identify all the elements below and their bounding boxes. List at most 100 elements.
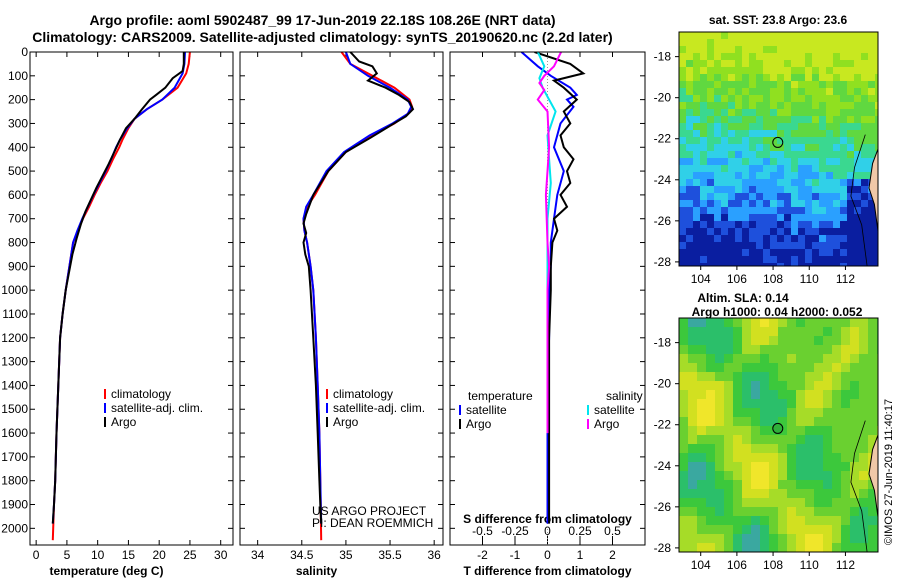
x-tick-label: -1	[510, 548, 521, 562]
map-cell	[697, 507, 706, 516]
map-cell	[686, 123, 693, 130]
map-cell	[784, 116, 791, 123]
map-cell	[812, 221, 819, 228]
map-cell	[819, 67, 826, 74]
x-tick-label: 15	[122, 548, 136, 562]
map-cell	[700, 207, 707, 214]
map-cell	[679, 88, 686, 95]
map-cell	[805, 81, 812, 88]
map-cell	[756, 46, 763, 53]
map-cell	[784, 151, 791, 158]
map-cell	[706, 408, 715, 417]
map-cell	[686, 214, 693, 221]
map-cell	[826, 151, 833, 158]
map-cell	[707, 60, 714, 67]
map-cell	[850, 534, 859, 543]
map-cell	[714, 95, 721, 102]
map-cell	[742, 453, 751, 462]
map-cell	[707, 172, 714, 179]
map-cell	[688, 534, 697, 543]
map-frame	[678, 317, 879, 553]
map-cell	[733, 525, 742, 534]
map-cell	[742, 95, 749, 102]
map-cell	[819, 249, 826, 256]
map-cell	[787, 525, 796, 534]
map-cell	[728, 165, 735, 172]
map-cell	[693, 102, 700, 109]
map-cell	[735, 67, 742, 74]
map-cell	[770, 165, 777, 172]
map-cell	[700, 172, 707, 179]
map-cell	[847, 179, 854, 186]
map-cell	[840, 74, 847, 81]
map-cell	[770, 32, 777, 39]
map-cell	[868, 242, 875, 249]
map-cell	[721, 214, 728, 221]
map-cell	[693, 116, 700, 123]
map-cell	[715, 498, 724, 507]
map-cell	[700, 39, 707, 46]
map-cell	[751, 453, 760, 462]
map-cell	[756, 263, 763, 266]
map-cell	[735, 200, 742, 207]
map-cell	[875, 88, 878, 95]
map-cell	[854, 53, 861, 60]
map-cell	[728, 130, 735, 137]
legend-title-temperature: temperature	[468, 389, 533, 403]
y-tick-label: 1700	[1, 450, 28, 464]
map-cell	[707, 263, 714, 266]
map-cell	[742, 207, 749, 214]
map-cell	[770, 228, 777, 235]
map-cell	[787, 543, 796, 552]
map-cell	[735, 242, 742, 249]
map-cell	[724, 354, 733, 363]
map-cell	[823, 480, 832, 489]
map-cell	[798, 67, 805, 74]
map-cell	[756, 60, 763, 67]
top-tick-label: -0.5	[472, 524, 493, 538]
map-cell	[693, 158, 700, 165]
map-cell	[850, 444, 859, 453]
map-cell	[742, 534, 751, 543]
map-cell	[826, 235, 833, 242]
map-cell	[706, 525, 715, 534]
map-cell	[832, 498, 841, 507]
map-cell	[706, 417, 715, 426]
map-cell	[812, 214, 819, 221]
map-cell	[756, 130, 763, 137]
map-cell	[798, 39, 805, 46]
map-cell	[777, 172, 784, 179]
map-cell	[854, 88, 861, 95]
map-cell	[826, 74, 833, 81]
map-cell	[742, 435, 751, 444]
map-cell	[679, 516, 688, 525]
map-cell	[721, 263, 728, 266]
map-cell	[840, 235, 847, 242]
map-cell	[847, 144, 854, 151]
map-cell	[833, 144, 840, 151]
map-cell	[875, 46, 878, 53]
map-cell	[833, 137, 840, 144]
pi-annotation: PI: DEAN ROEMMICH	[312, 516, 433, 530]
map-cell	[840, 116, 847, 123]
map-cell	[805, 67, 812, 74]
map-cell	[693, 256, 700, 263]
map-cell	[826, 130, 833, 137]
map-cell	[791, 186, 798, 193]
map-cell	[749, 130, 756, 137]
argo-position-marker	[772, 422, 784, 434]
map-cell	[763, 130, 770, 137]
map-cell	[707, 144, 714, 151]
pi-annotation: US ARGO PROJECT	[312, 504, 427, 518]
map-cell	[770, 186, 777, 193]
map-cell	[707, 53, 714, 60]
map-cell	[840, 151, 847, 158]
map-cell	[679, 525, 688, 534]
map-cell	[749, 158, 756, 165]
map-cell	[784, 221, 791, 228]
map-cell	[791, 144, 798, 151]
y-tick-label: 1500	[1, 402, 28, 416]
map-cell	[833, 221, 840, 228]
map-cell	[859, 471, 868, 480]
map-cell	[850, 453, 859, 462]
